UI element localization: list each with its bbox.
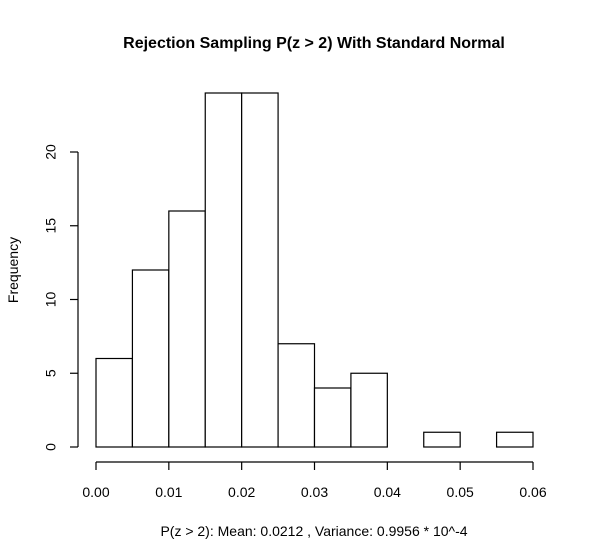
histogram-bar [350,372,388,448]
histogram-bar [495,431,534,448]
x-axis: 0.00 0.01 0.02 0.03 0.04 0.05 0.06 [82,461,547,500]
y-axis: 0 5 10 15 20 [43,144,79,451]
histogram-bar [241,92,279,448]
x-tick-label: 0.02 [228,484,255,500]
y-tick-label: 10 [43,292,59,308]
histogram-bar [277,343,316,448]
x-axis-label: P(z > 2): Mean: 0.0212 , Variance: 0.995… [160,523,467,539]
y-tick-label: 0 [43,443,59,451]
x-tick-label: 0.03 [301,484,328,500]
histogram-bar [204,92,243,448]
chart-title: Rejection Sampling P(z > 2) With Standar… [123,35,505,52]
histogram-bar [131,269,170,448]
y-axis-label: Frequency [5,237,21,303]
histogram-bar [423,431,461,448]
x-tick-label: 0.06 [519,484,546,500]
histogram-bar [313,387,352,448]
histogram-bar [168,210,206,448]
x-tick-label: 0.01 [155,484,182,500]
x-tick-label: 0.00 [82,484,109,500]
x-tick-label: 0.04 [374,484,401,500]
x-tick-label: 0.05 [447,484,474,500]
y-tick-label: 5 [43,369,59,377]
histogram-bar [95,357,134,448]
bars-group [95,92,534,448]
y-tick-label: 20 [43,144,59,160]
y-tick-label: 15 [43,218,59,234]
